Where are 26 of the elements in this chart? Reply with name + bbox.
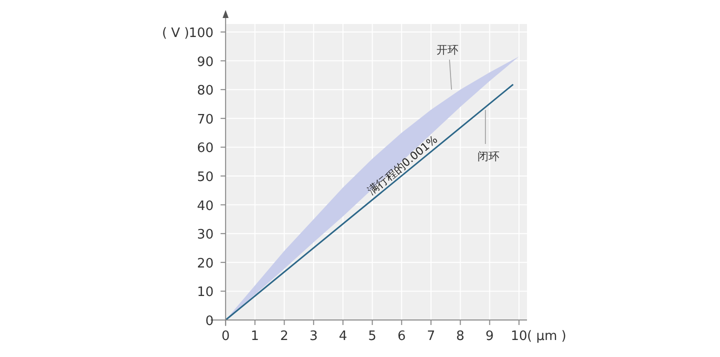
y-tick-label: 60 bbox=[197, 141, 214, 156]
x-axis-title: ( μm ) bbox=[527, 329, 566, 344]
x-tick-label: 1 bbox=[250, 329, 260, 344]
y-tick-label: 80 bbox=[197, 84, 214, 99]
x-tick-label: 8 bbox=[456, 329, 464, 344]
x-tick-label: 0 bbox=[221, 329, 230, 344]
y-tick-label: 10 bbox=[197, 285, 214, 300]
y-tick-label: 50 bbox=[197, 170, 214, 185]
x-tick-label: 3 bbox=[309, 329, 318, 344]
x-tick-label: 2 bbox=[280, 329, 288, 344]
x-tick-label: 10 bbox=[510, 329, 528, 344]
y-tick-label: 70 bbox=[197, 112, 214, 128]
x-tick-label: 4 bbox=[338, 329, 348, 344]
y-axis-title: ( V ) bbox=[162, 26, 190, 41]
x-tick-label: 9 bbox=[486, 329, 494, 344]
text: 闭环 bbox=[477, 150, 500, 163]
y-tick-label: 30 bbox=[197, 228, 214, 243]
x-tick-label: 7 bbox=[426, 329, 436, 344]
x-tick-label: 6 bbox=[398, 329, 406, 344]
text: 开环 bbox=[436, 44, 459, 57]
y-tick-label: 0 bbox=[205, 314, 214, 329]
x-tick-label: 5 bbox=[368, 329, 376, 344]
y-tick-label: 40 bbox=[197, 198, 214, 214]
y-tick-label: 90 bbox=[197, 54, 214, 70]
y-tick-label: 20 bbox=[197, 256, 214, 272]
y-tick-label: 100 bbox=[188, 26, 214, 41]
